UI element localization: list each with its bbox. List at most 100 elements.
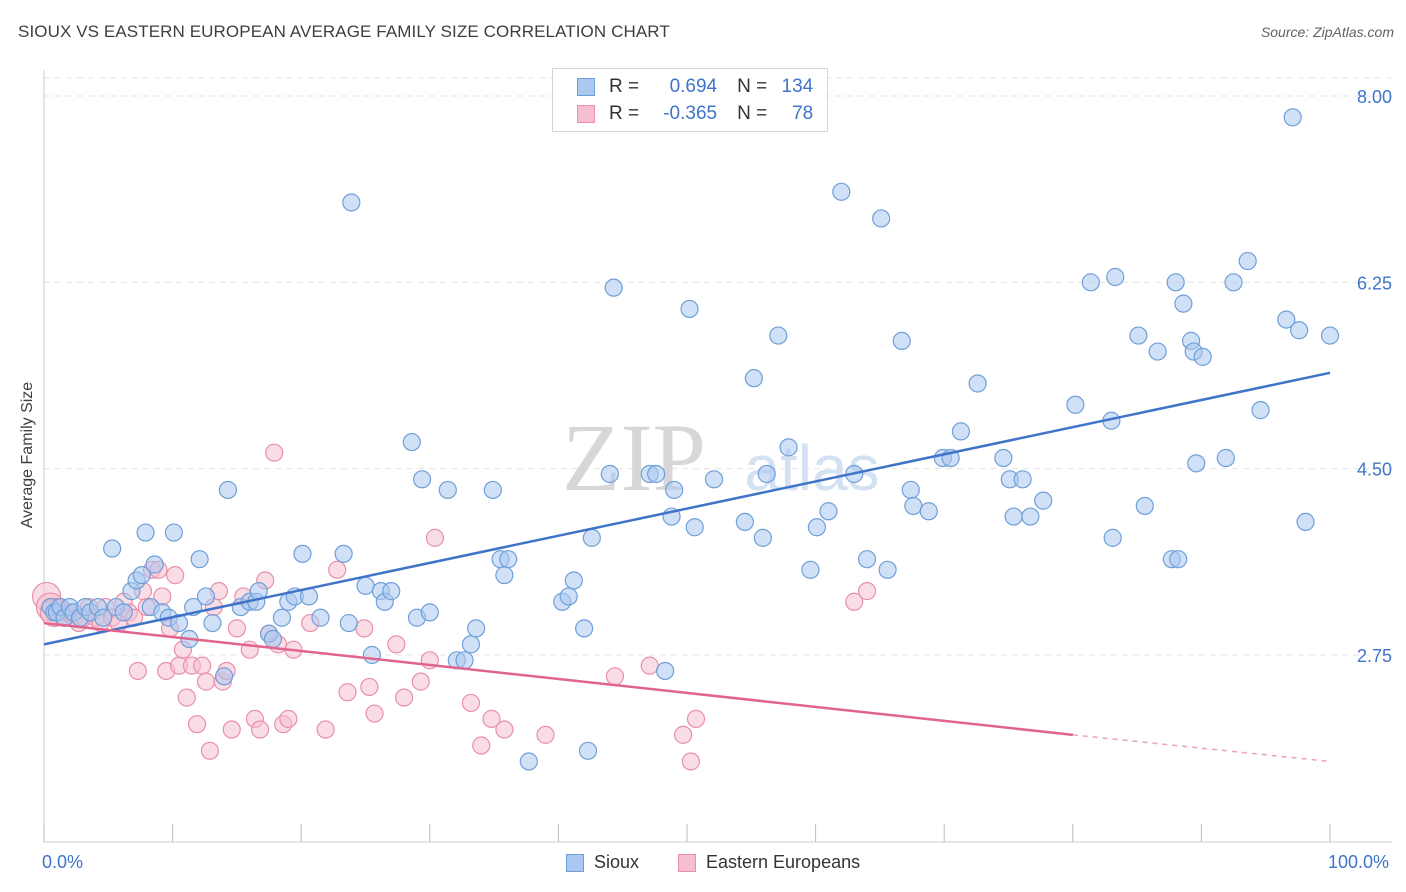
- series-legend: Sioux Eastern Europeans: [0, 852, 1406, 878]
- eastern-point: [686, 709, 706, 728]
- sioux-point: [604, 278, 623, 297]
- sioux-point: [919, 502, 938, 521]
- sioux-point: [1187, 454, 1206, 473]
- eastern-point: [128, 661, 147, 681]
- legend-row-eastern: R = -0.365 N = 78: [553, 101, 813, 127]
- sioux-point: [356, 576, 375, 595]
- sioux-swatch: [566, 853, 584, 872]
- eastern-point: [365, 704, 384, 723]
- eastern-trend-extension: [1072, 734, 1331, 763]
- sioux-point: [132, 566, 151, 585]
- sioux-point: [103, 539, 122, 558]
- eastern-point: [605, 667, 625, 686]
- eastern-point: [387, 635, 406, 654]
- r-label: R =: [609, 103, 640, 124]
- sioux-point: [1238, 251, 1257, 271]
- sioux-point: [680, 299, 699, 319]
- sioux-point: [214, 667, 234, 686]
- chart-title: SIOUX VS EASTERN EUROPEAN AVERAGE FAMILY…: [18, 22, 670, 41]
- sioux-point: [872, 209, 891, 228]
- legend-item-eastern: Eastern Europeans: [678, 852, 860, 873]
- eastern-swatch: [577, 105, 595, 123]
- sioux-point: [342, 193, 361, 212]
- sioux-point: [968, 374, 987, 393]
- y-tick-label: 8.00: [1357, 87, 1392, 107]
- sioux-point: [483, 480, 502, 500]
- n-value: 134: [781, 76, 814, 97]
- eastern-point: [360, 677, 379, 697]
- eastern-point: [177, 688, 196, 707]
- n-value: 78: [792, 103, 814, 124]
- sioux-point: [455, 651, 474, 670]
- eastern-point: [845, 592, 864, 611]
- sioux-point: [665, 480, 684, 500]
- eastern-point: [681, 752, 700, 771]
- sioux-point: [647, 464, 666, 484]
- sioux-point: [779, 438, 798, 457]
- sioux-trend-line: [43, 371, 1331, 646]
- eastern-point: [640, 656, 659, 675]
- axes: [43, 70, 1392, 843]
- sioux-point: [203, 613, 222, 633]
- sioux-point: [819, 502, 838, 521]
- sioux-point: [807, 518, 826, 537]
- sioux-point: [1106, 267, 1125, 287]
- y-tick-label: 2.75: [1357, 646, 1392, 666]
- sioux-point: [499, 550, 518, 569]
- sioux-point: [744, 369, 763, 388]
- eastern-point: [536, 725, 555, 744]
- eastern-point: [461, 693, 481, 713]
- sioux-point: [190, 550, 209, 569]
- source-label: Source: ZipAtlas.com: [1260, 24, 1394, 40]
- sioux-point: [1277, 310, 1296, 329]
- sioux-point: [892, 331, 911, 350]
- eastern-point: [279, 709, 298, 728]
- r-value: 0.694: [669, 76, 718, 97]
- sioux-point: [218, 480, 237, 500]
- sioux-point: [1081, 273, 1100, 292]
- sioux-point: [575, 619, 594, 638]
- sioux-point: [1320, 326, 1340, 345]
- eastern-point: [166, 566, 185, 585]
- sioux-point: [1174, 294, 1193, 313]
- eastern-swatch: [678, 853, 696, 872]
- sioux-point: [1066, 395, 1085, 414]
- eastern-point: [196, 672, 216, 691]
- n-label: N =: [737, 103, 768, 124]
- sioux-point: [951, 422, 971, 441]
- sioux-point: [114, 603, 133, 622]
- sioux-point: [1169, 550, 1188, 569]
- eastern-point: [250, 720, 270, 739]
- sioux-swatch: [577, 78, 595, 96]
- sioux-point: [94, 608, 113, 627]
- eastern-point: [227, 619, 246, 638]
- sioux-point: [656, 661, 675, 681]
- sioux-point: [1103, 528, 1122, 547]
- sioux-point: [769, 326, 788, 345]
- sioux-point: [196, 587, 216, 606]
- sioux-point: [1296, 512, 1315, 532]
- sioux-point: [832, 182, 851, 201]
- sioux-point: [1224, 273, 1243, 292]
- x-tick-max: 100.0%: [1328, 852, 1390, 872]
- eastern-point: [857, 582, 877, 601]
- sioux-point: [801, 560, 820, 579]
- sioux-point: [753, 528, 772, 547]
- sioux-point: [1129, 326, 1148, 345]
- legend-row-sioux: R = 0.694 N = 134: [553, 74, 813, 100]
- sioux-point: [857, 550, 877, 569]
- eastern-point: [394, 688, 414, 707]
- y-tick-label: 4.50: [1357, 460, 1392, 480]
- y-tick-labels: 2.75 4.50 6.25 8.00: [1357, 87, 1392, 666]
- sioux-point: [420, 603, 439, 622]
- sioux-point: [519, 752, 538, 771]
- y-tick-label: 6.25: [1357, 273, 1392, 293]
- sioux-point: [412, 470, 432, 489]
- sioux-point: [293, 544, 312, 563]
- eastern-point: [355, 619, 374, 638]
- sioux-point: [1013, 470, 1032, 489]
- eastern-point: [674, 725, 693, 744]
- legend-label-eastern: Eastern Europeans: [706, 852, 861, 872]
- sioux-point: [1290, 321, 1309, 340]
